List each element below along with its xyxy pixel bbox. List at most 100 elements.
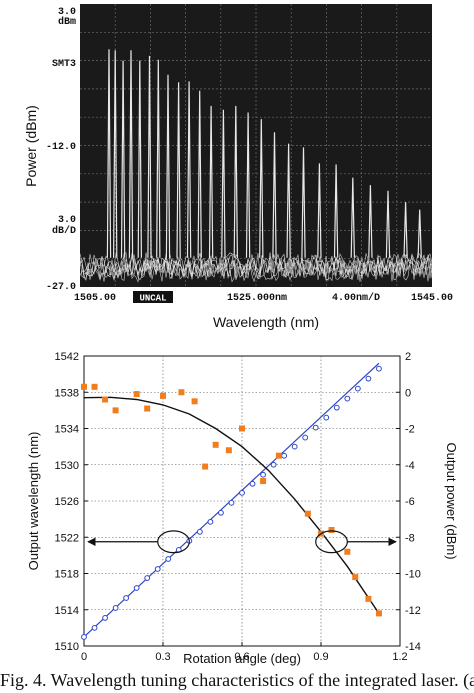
wavelength-point bbox=[133, 585, 140, 591]
power-point bbox=[239, 425, 245, 432]
spectrum-peak bbox=[106, 49, 112, 258]
y-scale-unit: dB/D bbox=[52, 225, 76, 237]
power-point bbox=[365, 595, 372, 602]
power-point bbox=[102, 396, 109, 403]
power-point bbox=[133, 391, 140, 398]
y-tick-label: 1530 bbox=[55, 460, 79, 472]
wavelength-point bbox=[102, 615, 108, 621]
power-point bbox=[81, 383, 87, 390]
wavelength-point bbox=[144, 575, 151, 581]
y-unit-label: dBm bbox=[58, 16, 76, 28]
x-tick-label: 1.2 bbox=[392, 651, 407, 663]
power-point bbox=[91, 383, 98, 390]
y-tick-label: 1542 bbox=[55, 351, 79, 363]
wavelength-point bbox=[376, 365, 382, 372]
power-point bbox=[344, 548, 351, 555]
wavelength-point bbox=[165, 556, 172, 562]
spectrum-peak bbox=[221, 109, 226, 258]
y-top-label: 3.0 bbox=[58, 7, 76, 18]
spectrum-peak bbox=[233, 105, 238, 258]
power-point bbox=[112, 407, 119, 414]
power-point bbox=[375, 610, 382, 617]
spectrum-peak bbox=[301, 147, 306, 258]
y-tick-label: 1526 bbox=[55, 496, 79, 508]
y2-tick-label: 2 bbox=[405, 351, 411, 363]
power-point bbox=[275, 452, 282, 459]
wavelength-point bbox=[323, 414, 330, 421]
wavelength-point bbox=[249, 480, 256, 487]
series-annotations bbox=[87, 530, 397, 554]
y-scale-label: 3.0 bbox=[58, 215, 76, 226]
y-tick-label: 1514 bbox=[55, 605, 79, 617]
x-end-label: 1545.00 bbox=[411, 293, 453, 304]
spectrum-peak bbox=[286, 143, 291, 258]
wavelength-axis-title: Output wavelength (nm) bbox=[26, 432, 41, 571]
spectrum-peak bbox=[385, 190, 391, 258]
y2-tick-label: -10 bbox=[405, 569, 421, 581]
wavelength-point bbox=[291, 443, 298, 450]
power-point bbox=[160, 392, 166, 399]
tuning-grid bbox=[84, 356, 400, 646]
uncal-label: UNCAL bbox=[139, 294, 166, 304]
spectrum-y-axis-title: Power (dBm) bbox=[23, 105, 39, 187]
spectrum-peak bbox=[208, 105, 214, 258]
noise-trace bbox=[79, 253, 433, 278]
wavelength-point bbox=[218, 509, 224, 516]
y2-tick-label: -2 bbox=[405, 424, 415, 436]
y-tick-bottom: -27.0 bbox=[46, 282, 76, 293]
wavelength-point bbox=[239, 489, 245, 496]
wavelength-point bbox=[154, 566, 161, 572]
x-tick-label: 0 bbox=[81, 651, 87, 663]
y-tick-label: 1522 bbox=[55, 532, 79, 544]
wavelength-point bbox=[333, 404, 340, 411]
power-point bbox=[260, 478, 267, 485]
wavelength-point bbox=[196, 528, 203, 535]
x-start-label: 1505.00 bbox=[74, 293, 116, 304]
x-tick-label: 0.3 bbox=[155, 651, 170, 663]
x-tick-label: 0.6 bbox=[234, 651, 249, 663]
wavelength-point bbox=[207, 518, 214, 525]
y2-tick-label: -14 bbox=[405, 641, 421, 653]
wavelength-point bbox=[228, 499, 235, 506]
spectrum-peak bbox=[272, 132, 277, 258]
spectrum-peak bbox=[165, 74, 171, 258]
tuning-ticks: 0 0.3 0.6 0.9 1.2 1510 1514 1518 1522 1526 1530 153… bbox=[55, 351, 421, 663]
noise-trace bbox=[79, 253, 433, 279]
wavelength-point bbox=[312, 424, 319, 431]
spectrum-peak bbox=[113, 50, 118, 258]
spectrum-x-axis-title: Wavelength (nm) bbox=[213, 314, 319, 330]
wavelength-points bbox=[81, 365, 382, 640]
spectrum-peak bbox=[245, 112, 251, 258]
power-point bbox=[212, 441, 219, 448]
spectrum-chart: 3.0 dBm SMT3 -12.0 3.0 dB/D -27.0 1505.0… bbox=[23, 4, 453, 330]
wavelength-point bbox=[270, 461, 277, 468]
spectrum-traces bbox=[79, 252, 433, 283]
wavelength-point bbox=[354, 385, 361, 392]
wavelength-point bbox=[344, 395, 351, 402]
smt-label: SMT3 bbox=[52, 59, 76, 70]
wavelength-point bbox=[81, 634, 87, 640]
spectrum-peaks bbox=[106, 49, 422, 258]
y-tick-label: 1510 bbox=[55, 641, 79, 653]
spectrum-peak bbox=[403, 202, 408, 258]
power-point bbox=[144, 405, 151, 412]
y-tick-label: 1518 bbox=[55, 569, 79, 581]
y-tick-mid: -12.0 bbox=[46, 142, 76, 153]
noise-trace bbox=[80, 258, 433, 283]
uncal-badge bbox=[133, 291, 173, 303]
power-point bbox=[352, 574, 359, 581]
x-tick-label: 0.9 bbox=[313, 651, 328, 663]
figure-caption: Fig. 4. Wavelength tuning characteristic… bbox=[0, 670, 474, 690]
spectrum-peak bbox=[176, 82, 181, 258]
tuning-chart: 0 0.3 0.6 0.9 1.2 1510 1514 1518 1522 1526 1530 153… bbox=[26, 351, 459, 666]
y2-tick-label: -4 bbox=[405, 460, 415, 472]
y-tick-label: 1538 bbox=[55, 387, 79, 399]
power-point bbox=[178, 389, 185, 396]
spectrum-peak bbox=[128, 50, 134, 258]
wavelength-point bbox=[112, 605, 119, 611]
power-point bbox=[191, 398, 198, 405]
spectrum-peak bbox=[156, 59, 161, 258]
x-center-label: 1525.000nm bbox=[227, 293, 287, 304]
power-point bbox=[225, 447, 232, 454]
